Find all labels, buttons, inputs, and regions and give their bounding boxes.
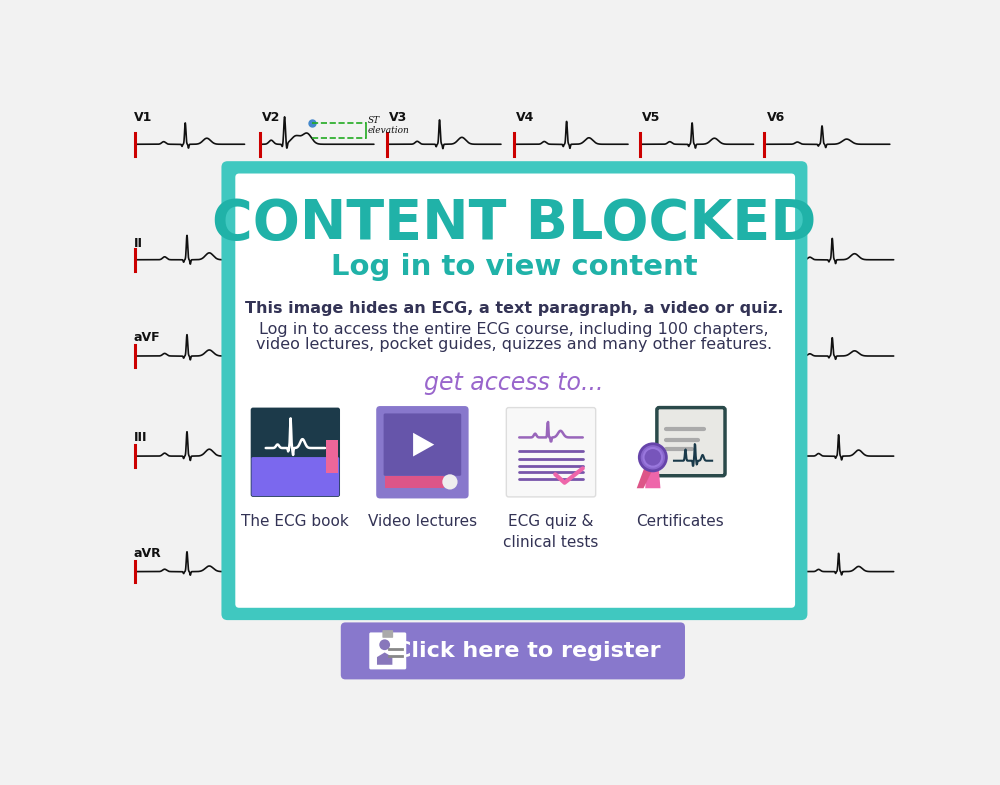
Polygon shape — [413, 433, 434, 457]
Text: video lectures, pocket guides, quizzes and many other features.: video lectures, pocket guides, quizzes a… — [256, 337, 772, 352]
Text: Certificates: Certificates — [636, 514, 724, 529]
Text: Video lectures: Video lectures — [368, 514, 477, 529]
Circle shape — [644, 448, 662, 466]
Text: Click here to register: Click here to register — [395, 641, 661, 661]
FancyBboxPatch shape — [369, 633, 406, 670]
Text: V4: V4 — [516, 111, 535, 124]
Circle shape — [379, 639, 390, 650]
FancyBboxPatch shape — [235, 173, 795, 608]
Text: get access to...: get access to... — [424, 371, 604, 395]
Circle shape — [442, 474, 458, 490]
Text: The ECG book: The ECG book — [241, 514, 349, 529]
FancyBboxPatch shape — [506, 407, 596, 497]
FancyBboxPatch shape — [376, 406, 469, 498]
Text: Log in to view content: Log in to view content — [331, 254, 697, 282]
Text: aVF: aVF — [134, 331, 160, 345]
Polygon shape — [645, 458, 660, 488]
Text: This image hides an ECG, a text paragraph, a video or quiz.: This image hides an ECG, a text paragrap… — [245, 301, 783, 316]
Circle shape — [639, 444, 666, 471]
Text: II: II — [134, 236, 143, 250]
Polygon shape — [637, 458, 658, 488]
Text: III: III — [134, 432, 147, 444]
FancyBboxPatch shape — [251, 457, 339, 496]
Text: V3: V3 — [389, 111, 408, 124]
Text: aVR: aVR — [134, 547, 161, 560]
Text: Log in to access the entire ECG course, including 100 chapters,: Log in to access the entire ECG course, … — [259, 322, 769, 337]
Text: V2: V2 — [262, 111, 281, 124]
FancyBboxPatch shape — [657, 407, 725, 476]
Text: ST
elevation: ST elevation — [368, 115, 409, 135]
FancyBboxPatch shape — [382, 630, 393, 638]
Text: V5: V5 — [642, 111, 660, 124]
FancyBboxPatch shape — [251, 407, 340, 497]
Bar — [326, 440, 338, 473]
Text: CONTENT BLOCKED: CONTENT BLOCKED — [212, 196, 816, 250]
Text: V1: V1 — [134, 111, 152, 124]
FancyBboxPatch shape — [341, 623, 685, 679]
Text: V6: V6 — [767, 111, 785, 124]
Polygon shape — [377, 652, 392, 665]
Bar — [385, 476, 444, 488]
Bar — [253, 461, 338, 495]
Text: ECG quiz &
clinical tests: ECG quiz & clinical tests — [503, 514, 599, 550]
FancyBboxPatch shape — [384, 414, 461, 476]
FancyBboxPatch shape — [221, 161, 807, 620]
